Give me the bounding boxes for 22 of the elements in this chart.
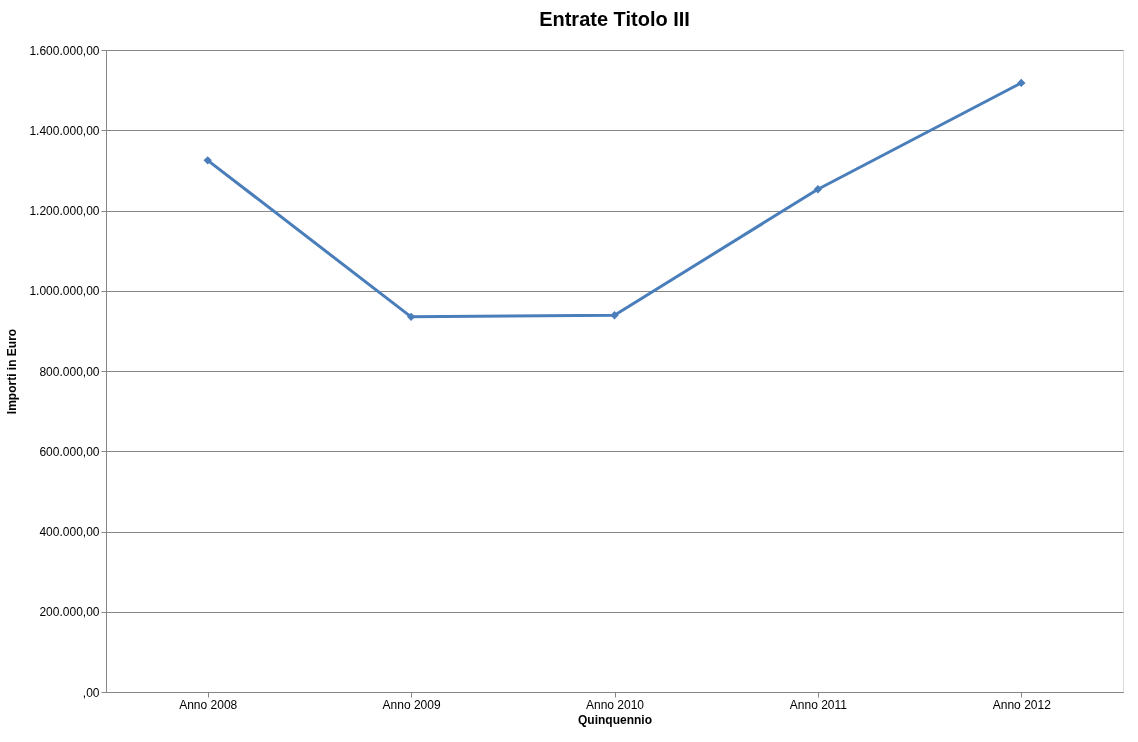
y-tick-label: ,00 [82,685,100,700]
point [203,156,212,165]
y-tick-label: 600.000,00 [39,444,100,459]
y-tick-label: 1.000.000,00 [29,284,100,299]
point [406,312,416,322]
y-axis-title: Importi in Euro [5,328,20,415]
y-tick-label: 1.600.000,00 [29,43,100,58]
y-tick-label: 1.200.000,00 [29,204,100,218]
x-tick-label: Anno 2009 [382,697,441,712]
x-tick-label: Anno 2008 [179,697,238,712]
y-tick-label: 400.000,00 [39,525,100,539]
y-tick-label: 800.000,00 [39,364,100,379]
x-tick-label: Anno 2010 [585,697,645,712]
y-tick-label: 1.400.000,00 [29,123,100,138]
point [813,185,823,194]
y-tick-label: 200.000,00 [39,605,100,620]
point [1017,78,1026,88]
x-axis-title: Quinquennio [578,712,652,727]
chart-title: Entrate Titolo III [539,8,690,30]
x-tick-label: Anno 2012 [992,697,1052,712]
x-tick-label: Anno 2011 [789,697,848,712]
point [610,311,619,320]
